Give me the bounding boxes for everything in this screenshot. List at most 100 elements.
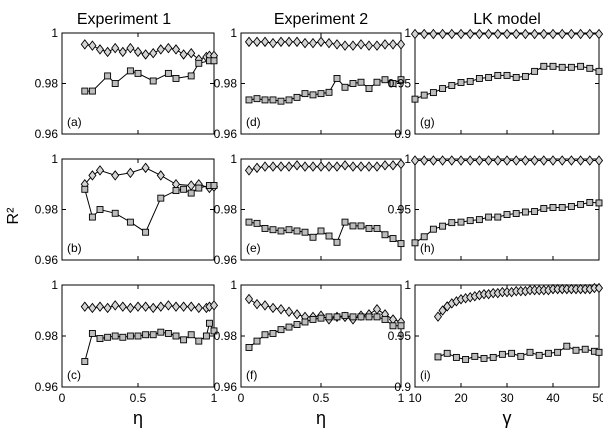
square-point	[293, 227, 301, 235]
y-tick-label: 1	[404, 152, 411, 166]
square-point	[134, 332, 142, 340]
square-point	[180, 336, 188, 344]
square-point	[595, 199, 603, 207]
square-point	[187, 72, 195, 80]
square-point	[457, 79, 465, 86]
square-point	[309, 233, 317, 241]
square-point	[333, 238, 341, 246]
diamond-point	[171, 301, 181, 312]
diamond-point	[396, 158, 406, 170]
diamond-point	[364, 40, 374, 51]
square-point	[563, 342, 571, 350]
square-point	[365, 85, 373, 93]
diamond-point	[141, 49, 150, 60]
diamond-point	[388, 160, 398, 171]
diamond-point	[340, 40, 350, 51]
diamond-point	[292, 160, 302, 171]
panel-g: 0.9 0.95 1 (g)	[388, 26, 603, 141]
y-tick-label: 0.98	[214, 329, 238, 343]
panel-e: 0.96 0.98 1 (e)	[214, 152, 406, 267]
square-point	[277, 326, 285, 334]
panel-d: 0.96 0.98 1 (d)	[214, 26, 406, 141]
diamond-point	[585, 155, 594, 166]
square-point	[517, 352, 525, 360]
square-point	[149, 331, 157, 339]
square-point	[349, 222, 357, 230]
diamond-point	[164, 300, 173, 311]
diamond-point	[194, 302, 203, 314]
square-point	[301, 228, 309, 236]
y-tick-label: 0.98	[35, 77, 59, 91]
x-tick-label: 50	[592, 391, 603, 405]
square-point	[373, 313, 381, 321]
square-point	[111, 332, 119, 340]
square-point	[448, 219, 456, 227]
square-point	[301, 90, 309, 98]
square-point	[357, 78, 365, 86]
square-point	[261, 96, 269, 104]
diamond-point	[594, 28, 603, 40]
panel-frame	[240, 158, 402, 261]
diamond-point	[438, 28, 447, 40]
diamond-point	[111, 170, 120, 181]
square-point	[397, 76, 405, 84]
square-point	[508, 349, 516, 357]
diamond-point	[156, 301, 165, 312]
diamond-point	[308, 161, 318, 172]
diamond-point	[594, 282, 603, 294]
square-point	[126, 67, 134, 75]
square-point	[586, 198, 594, 206]
square-point	[81, 185, 89, 193]
diamond-point	[493, 155, 502, 166]
square-point	[540, 62, 548, 70]
square-point	[88, 87, 96, 95]
square-point	[558, 204, 566, 211]
x-tick-label: 1	[398, 391, 405, 405]
y-tick-label: 1	[404, 278, 411, 292]
x-tick-label: 1	[211, 391, 218, 405]
diamond-point	[567, 155, 576, 166]
square-point	[341, 218, 349, 226]
square-point	[577, 200, 585, 208]
square-point	[341, 312, 349, 320]
diamond-point	[380, 39, 390, 50]
square-point	[462, 356, 470, 363]
square-point	[210, 182, 218, 189]
square-point	[381, 231, 389, 239]
diamond-point	[141, 301, 150, 312]
square-point	[457, 218, 465, 226]
diamond-point	[126, 167, 135, 179]
square-point	[443, 349, 451, 357]
diamond-point	[388, 39, 398, 50]
diamond-point	[475, 155, 484, 166]
diamond-point	[348, 40, 358, 51]
square-point	[389, 235, 397, 242]
square-point	[245, 344, 253, 351]
diamond-point	[429, 155, 438, 166]
diamond-point	[187, 180, 196, 191]
x-tick-label: 30	[500, 391, 514, 405]
diamond-point	[95, 44, 105, 55]
square-point	[411, 239, 419, 247]
square-point	[420, 91, 428, 99]
square-point	[572, 346, 580, 354]
square-point	[301, 318, 309, 326]
square-point	[521, 208, 529, 216]
diamond-point	[260, 36, 270, 48]
square-point	[494, 213, 502, 221]
square-point	[195, 184, 203, 192]
x-tick-label: 0	[238, 391, 245, 405]
diamond-point	[260, 300, 270, 311]
diamond-point	[324, 37, 334, 49]
square-point	[195, 337, 203, 345]
square-point	[104, 72, 112, 80]
square-point	[210, 57, 218, 65]
square-point	[439, 222, 447, 230]
diamond-point	[300, 161, 310, 172]
diamond-point	[316, 36, 326, 48]
diamond-point	[438, 155, 447, 166]
square-point	[164, 69, 172, 77]
diamond-point	[420, 155, 429, 166]
diamond-point	[372, 40, 382, 51]
square-point	[381, 315, 389, 323]
